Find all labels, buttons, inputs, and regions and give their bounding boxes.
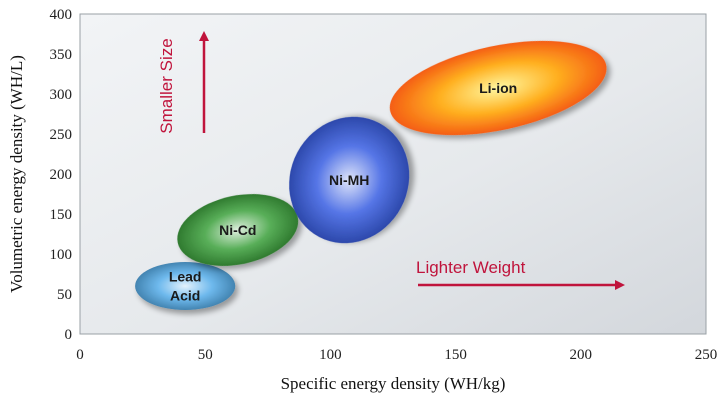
y-tick-label: 100 <box>50 247 73 263</box>
x-tick-label: 0 <box>76 347 84 363</box>
y-tick-label: 50 <box>57 287 72 303</box>
lighter-weight-label: Lighter Weight <box>416 258 526 277</box>
region-label: Ni-MH <box>329 172 369 188</box>
y-tick-label: 350 <box>50 47 73 63</box>
x-axis-ticks: 0 50 100 150 200 250 <box>76 347 717 363</box>
region-label: Ni-Cd <box>219 222 256 238</box>
smaller-size-label: Smaller Size <box>157 38 176 133</box>
x-tick-label: 100 <box>319 347 342 363</box>
region-ni-mh <box>289 116 410 244</box>
region-label: Li-ion <box>479 80 517 96</box>
y-tick-label: 400 <box>50 7 73 23</box>
y-axis-title: Volumetric energy density (WH/L) <box>7 55 26 293</box>
x-axis-title: Specific energy density (WH/kg) <box>281 374 506 393</box>
region-ni-cd <box>177 194 299 266</box>
x-tick-label: 200 <box>570 347 593 363</box>
y-axis-ticks: 0 50 100 150 200 250 300 350 400 <box>50 7 73 343</box>
region-label: Acid <box>170 288 200 304</box>
x-tick-label: 50 <box>198 347 213 363</box>
battery-regions: Lead Acid Ni-Cd Ni-MH Li-ion <box>135 40 607 310</box>
y-tick-label: 300 <box>50 87 73 103</box>
x-tick-label: 150 <box>444 347 467 363</box>
y-tick-label: 200 <box>50 167 73 183</box>
region-label: Lead <box>169 269 202 285</box>
x-tick-label: 250 <box>695 347 718 363</box>
smaller-size-annotation: Smaller Size <box>157 31 209 134</box>
y-tick-label: 0 <box>65 327 73 343</box>
y-tick-label: 250 <box>50 127 73 143</box>
region-lead-acid <box>135 262 236 310</box>
y-tick-label: 150 <box>50 207 73 223</box>
lighter-weight-annotation: Lighter Weight <box>416 258 625 290</box>
region-li-ion <box>389 40 607 136</box>
